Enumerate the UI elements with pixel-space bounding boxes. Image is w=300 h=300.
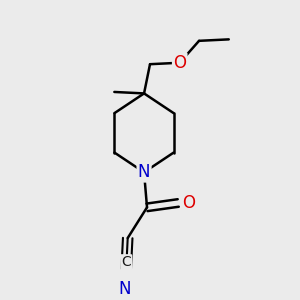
Text: N: N: [138, 163, 150, 181]
Text: O: O: [173, 54, 186, 72]
Text: O: O: [182, 194, 195, 212]
Text: N: N: [118, 280, 131, 298]
Text: C: C: [121, 255, 131, 269]
